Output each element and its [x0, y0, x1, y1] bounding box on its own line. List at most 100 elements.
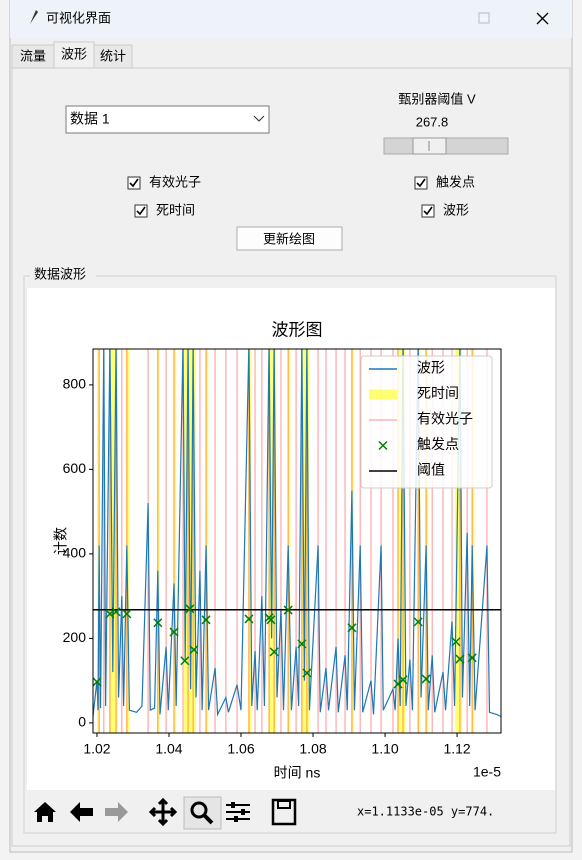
dead-time-span: [425, 349, 429, 733]
trigger-marker: [347, 623, 357, 633]
dead-time-span: [157, 349, 160, 733]
dead-time-span: [455, 349, 463, 733]
checkmark: [423, 206, 433, 216]
y-tick-label: 0: [78, 714, 86, 730]
checkbox-label[interactable]: 有效光子: [149, 174, 201, 189]
config-knob: [241, 809, 245, 815]
trigger-marker: [451, 637, 461, 647]
x-tick-label: 1.12: [443, 741, 470, 757]
legend-box: [360, 355, 493, 489]
trigger-marker: [413, 617, 423, 627]
axes-frame: [92, 348, 502, 734]
trigger-marker: [111, 607, 121, 617]
threshold-label: 甄别器阈值 V: [398, 91, 476, 106]
checkmark: [416, 178, 426, 188]
plot-area: [93, 349, 501, 733]
checkbox-label[interactable]: 波形: [443, 202, 469, 217]
tab-label[interactable]: 统计: [100, 48, 126, 63]
y-axis-label: 计数: [53, 527, 69, 555]
x-tick-label: 1.02: [83, 741, 110, 757]
update-button[interactable]: [236, 226, 343, 251]
save-slot: [277, 800, 291, 809]
trigger-marker: [421, 674, 431, 684]
tab-label[interactable]: 波形: [61, 46, 87, 61]
checkbox-label[interactable]: 触发点: [436, 174, 475, 189]
y-tick-label: 600: [63, 460, 87, 476]
window-title: 可视化界面: [46, 10, 111, 25]
legend-swatch: [378, 440, 388, 451]
dataset-value: 数据 1: [70, 111, 110, 127]
x-tick-label: 1.10: [371, 741, 398, 757]
trigger-marker: [122, 609, 132, 619]
dataset-combobox[interactable]: [65, 105, 270, 134]
pan-icon[interactable]: [148, 797, 178, 827]
status-text: x=1.1133e-05 y=774.: [357, 805, 494, 819]
trigger-marker: [297, 639, 307, 649]
chart-title: 波形图: [272, 320, 323, 339]
zoom-active[interactable]: [183, 796, 222, 830]
trigger-marker: [93, 677, 102, 687]
dead-time-span: [173, 349, 177, 733]
trigger-marker: [180, 656, 190, 666]
y-tick-label: 800: [63, 376, 87, 392]
trigger-marker: [153, 618, 163, 628]
legend-label: 触发点: [417, 436, 459, 452]
checkmark: [129, 178, 139, 188]
threshold-value: 267.8: [416, 114, 449, 129]
x-offset-label: 1e-5: [473, 764, 501, 780]
dead-time-span: [471, 349, 475, 733]
trigger-marker: [398, 675, 408, 685]
zoom-icon[interactable]: [190, 801, 208, 819]
trigger-marker: [467, 653, 477, 663]
legend-label: 阈值: [417, 462, 445, 478]
dead-time-span: [126, 349, 130, 733]
trigger-marker: [105, 609, 115, 619]
group-frame: [23, 275, 557, 834]
combobox-arrow: [253, 115, 265, 122]
trigger-marker: [302, 668, 312, 678]
toolbar: [34, 796, 297, 830]
x-axis-label: 时间 ns: [274, 765, 321, 781]
group-label: 数据波形: [34, 266, 86, 281]
y-tick-label: 200: [63, 629, 87, 645]
trigger-marker: [244, 614, 254, 624]
legend-label: 死时间: [417, 385, 459, 401]
dead-time-span: [248, 349, 252, 733]
dead-time-span: [205, 349, 209, 733]
checkbox-label[interactable]: 死时间: [156, 202, 195, 217]
checkbox[interactable]: [134, 204, 148, 218]
app-icon: [30, 10, 38, 24]
x-tick-label: 1.08: [299, 741, 326, 757]
y-tick-label: 400: [63, 545, 87, 561]
home-icon[interactable]: [34, 802, 56, 822]
checkbox[interactable]: [414, 176, 428, 190]
dead-time-span: [287, 349, 291, 733]
trigger-marker: [185, 604, 195, 614]
checkbox[interactable]: [421, 204, 435, 218]
dead-time-span: [96, 349, 100, 733]
trigger-marker: [169, 627, 179, 637]
zoom-handle: [202, 813, 214, 825]
waveform: [93, 349, 501, 718]
tab-label[interactable]: 流量: [20, 48, 46, 63]
config-knob: [234, 816, 238, 822]
maximize-button[interactable]: [478, 12, 490, 24]
legend-label: 有效光子: [417, 411, 473, 427]
trigger-marker: [269, 647, 279, 657]
checkbox[interactable]: [127, 176, 141, 190]
x-tick-label: 1.06: [227, 741, 254, 757]
dead-time-span: [417, 349, 421, 733]
group-label-bg: [30, 268, 96, 282]
close-button[interactable]: [536, 12, 549, 25]
legend-label: 波形: [417, 360, 445, 376]
trigger-marker: [283, 605, 293, 615]
update-button-label[interactable]: 更新绘图: [263, 231, 315, 246]
checkmark: [136, 206, 146, 216]
back-icon[interactable]: [70, 802, 93, 822]
config-knob: [231, 802, 235, 808]
forward-icon[interactable]: [105, 802, 128, 822]
tab-bar: 流量 波形 统计: [11, 41, 133, 70]
legend-swatch: [369, 389, 397, 400]
